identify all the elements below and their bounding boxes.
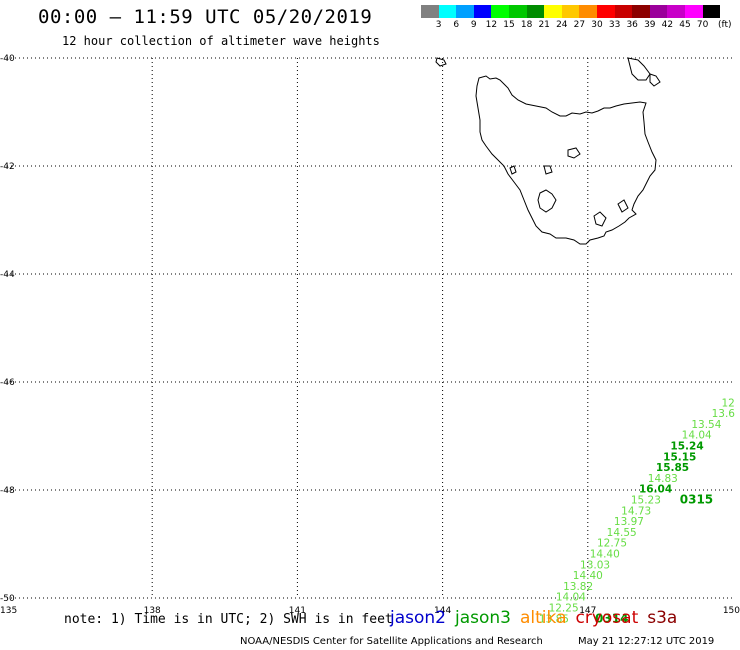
- northwest-island: [435, 57, 447, 67]
- generated-timestamp: May 21 12:27:12 UTC 2019: [578, 636, 715, 647]
- lat-label: -46: [0, 378, 15, 388]
- lat-label: -42: [0, 162, 15, 172]
- satellite-key: jason2 jason3 altika cryosat s3a: [390, 608, 677, 628]
- legend-swatch: [456, 5, 474, 18]
- lon-label: 138: [144, 606, 161, 616]
- tasmania-coastline: [435, 57, 661, 245]
- legend-tick: 42: [661, 20, 674, 30]
- swh-value: 14.04: [682, 430, 712, 442]
- legend-tick: 24: [556, 20, 568, 30]
- swh-value: 15.15: [663, 451, 696, 463]
- lat-lon-grid: [7, 57, 733, 599]
- legend-swatch: [421, 5, 439, 18]
- swh-value: 12.25: [549, 603, 579, 615]
- legend-tick: 21: [538, 20, 550, 30]
- swh-value: 12: [721, 397, 734, 409]
- satellite-cryosat: cryosat: [575, 608, 639, 628]
- axis-labels: 135 138 141 144 147 150 -40 -42 -44 -46 -48 -50: [0, 54, 740, 616]
- legend-tick: 33: [608, 20, 621, 30]
- lake-2: [543, 165, 553, 175]
- legend-swatch: [579, 5, 597, 18]
- legend-tick: 39: [644, 20, 656, 30]
- pass-time-label: 0314: [595, 611, 628, 625]
- legend-tick: 27: [573, 20, 586, 30]
- cape-barren-island: [649, 73, 661, 87]
- lat-label: -50: [0, 594, 15, 604]
- lat-label: -40: [0, 54, 15, 64]
- legend-tick: 6: [453, 20, 460, 30]
- legend-swatch: [544, 5, 562, 18]
- swh-value: 13.97: [614, 516, 644, 528]
- legend-tick: 12: [485, 20, 498, 30]
- swh-value: 13.6: [712, 408, 736, 420]
- lat-label: -44: [0, 270, 15, 280]
- swh-value: 13.85: [539, 613, 569, 625]
- legend-tick: 18: [520, 20, 533, 30]
- legend-swatch: [508, 5, 527, 18]
- swh-value: 14.83: [648, 473, 678, 485]
- swh-value: 13.54: [691, 419, 721, 431]
- legend-swatch: [614, 5, 633, 18]
- legend-tick: 45: [679, 20, 691, 30]
- swh-value: 14.40: [590, 549, 620, 561]
- legend-tick: 36: [626, 20, 638, 30]
- satellite-jason3: jason3: [455, 608, 511, 628]
- swh-value: 14.73: [621, 505, 651, 517]
- lon-label: 147: [579, 606, 596, 616]
- flinders-island: [627, 57, 651, 81]
- credit-text: NOAA/NESDIS Center for Satellite Applica…: [240, 636, 543, 647]
- legend-ticks: (ft) 3 6 9 12 15 18 21 24 27 30 33 36 39 42 45 70: [421, 18, 732, 32]
- swh-value: 13.03: [580, 559, 610, 571]
- legend-swatch: [491, 5, 509, 18]
- lon-label: 150: [723, 606, 740, 616]
- lake-6: [617, 199, 629, 213]
- lake-3: [567, 147, 581, 159]
- lake-5: [593, 211, 607, 227]
- legend-swatch: [526, 5, 545, 18]
- swh-value: 15.85: [656, 462, 689, 474]
- legend-swatch: [684, 5, 703, 18]
- legend-unit: (ft): [718, 20, 732, 30]
- lat-label: -48: [0, 486, 15, 496]
- legend-tick: 3: [435, 20, 442, 30]
- lon-label: 141: [289, 606, 306, 616]
- legend-tick: 30: [591, 20, 603, 30]
- swh-value: 14.55: [607, 527, 637, 539]
- color-legend: (ft) 3 6 9 12 15 18 21 24 27 30 33 36 39 42 45 70: [421, 5, 732, 32]
- legend-tick: 15: [503, 20, 515, 30]
- satellite-s3a: s3a: [647, 608, 678, 628]
- legend-swatch: [561, 5, 580, 18]
- legend-swatch: [632, 5, 650, 18]
- tasmania-main-island: [475, 75, 657, 245]
- legend-swatch: [473, 5, 492, 18]
- swh-value: 13.82: [563, 581, 593, 593]
- legend-swatch: [702, 5, 721, 18]
- swh-value: 14.04: [556, 592, 586, 604]
- swh-value: 12.75: [597, 538, 627, 550]
- map-subtitle: 12 hour collection of altimeter wave hei…: [62, 34, 380, 48]
- lake-4: [509, 165, 517, 175]
- lake-1: [537, 189, 557, 213]
- legend-swatch: [438, 5, 457, 18]
- legend-swatch: [596, 5, 615, 18]
- note-text: note: 1) Time is in UTC; 2) SWH is in fe…: [64, 612, 393, 627]
- pass-time-label: 0315: [680, 493, 713, 507]
- altimeter-observations: 1213.613.5414.0415.2415.1515.8514.8316.0…: [539, 397, 735, 625]
- satellite-altika: altika: [520, 608, 567, 628]
- legend-swatch: [649, 5, 668, 18]
- legend-swatch: [667, 5, 685, 18]
- satellite-jason2: jason2: [390, 608, 446, 628]
- legend-tick: 9: [470, 20, 477, 30]
- swh-value: 14.40: [573, 570, 603, 582]
- legend-swatches: [421, 5, 721, 18]
- swh-value: 15.24: [670, 441, 703, 453]
- swh-value: 15.23: [631, 495, 661, 507]
- legend-tick: 70: [696, 20, 709, 30]
- map-title: 00:00 – 11:59 UTC 05/20/2019: [38, 6, 373, 28]
- lon-label: 144: [434, 606, 451, 616]
- swh-value: 16.04: [639, 484, 672, 496]
- lon-label: 135: [0, 606, 17, 616]
